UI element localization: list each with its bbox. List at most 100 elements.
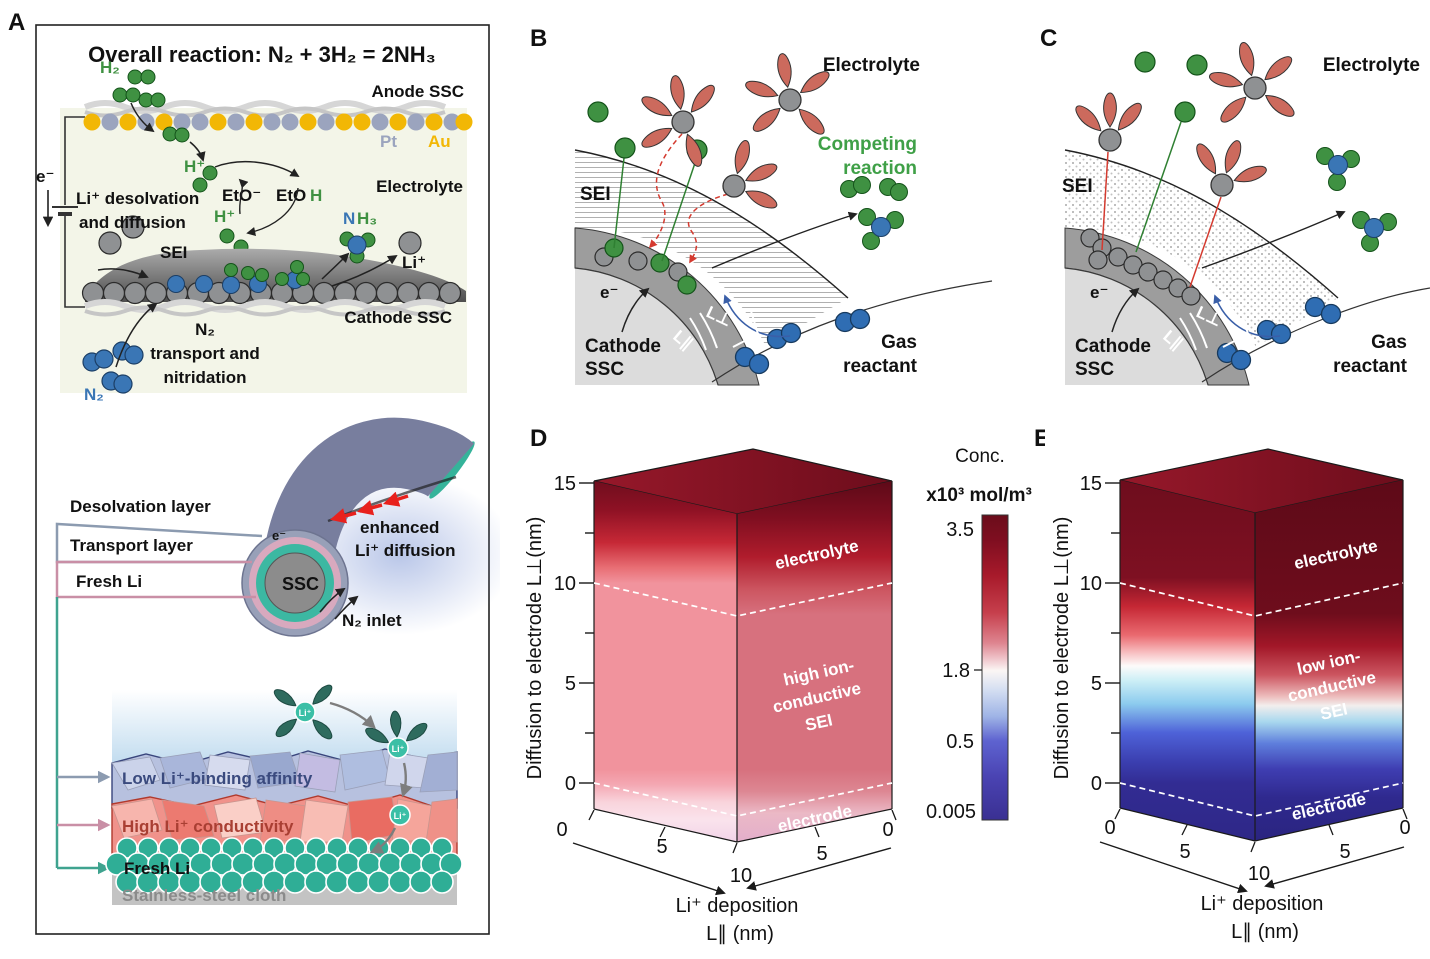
colorbar-label-05: 0.5 [946,731,974,753]
product-release-arrow-c [1201,210,1346,269]
d-x-axis-left [572,842,726,896]
desolvation-paths-b [648,133,729,264]
e-ytick-0: 0 [1091,773,1102,795]
panel-b-label: B [530,25,547,52]
colorbar: Conc. x10³ mol/m³ 3.5 1.8 0.5 0.005 E [926,425,1045,823]
h-plus-top-label: H⁺ [184,157,205,176]
gas-in-arrow-c [1213,294,1281,338]
electron-label: e⁻ [36,167,54,186]
cathode-ssc-label: Cathode SSC [344,308,452,327]
fresh-li-spheres [105,837,463,894]
e-y-axis-label: Diffusion to electrode L⊥(nm) [1051,517,1073,780]
sei-dotted-region [1065,150,1338,347]
anode-ssc-label: Anode SSC [371,82,464,101]
h-plus-ions-top [192,165,218,193]
panel-a-label: A [8,9,25,36]
cathode-ssc-label-c: SSC [1075,359,1114,380]
e-xtick-r5: 5 [1339,841,1350,863]
cathode-ssc-label-b: SSC [585,359,624,380]
h-atoms-on-sei [224,260,310,286]
li-ions-floating [98,215,145,255]
ring-species-b [594,238,697,295]
li-ion-released [398,231,422,255]
fresh-li-layer-label: Fresh Li [124,859,190,878]
d-ytick-10: 10 [554,573,576,595]
product-release-arrow-b [711,211,858,269]
etoh-cycle-arrows [214,160,300,236]
e-ytick-15: 15 [1080,473,1102,495]
cathode-label-b: Cathode [585,336,661,357]
colorbar-units: x10³ mol/m³ [926,485,1032,506]
competing-molecules-c [1134,51,1208,123]
li-plus-label-a: Li⁺ [402,253,426,272]
desolvation-layer-label: Desolvation layer [70,497,211,516]
panel-a: A Overall reaction: N₂ + 3H₂ = 2NH₃ e⁻ A… [8,9,500,935]
nh3-label-n: N [343,209,355,228]
disc-edge-c [1064,267,1209,386]
h-release-arrow [189,141,206,162]
h2-label: H₂ [100,58,120,77]
nh3-products-b [840,176,908,250]
d-right-face [737,481,892,842]
desolvation-text-2: and diffusion [79,213,186,232]
disc-edge [574,267,719,386]
e-xtick-r0: 0 [1399,817,1410,839]
panel-e: Diffusion to electrode L⊥(nm) 15 10 5 0 … [1051,448,1411,943]
solvated-ion-c3 [1192,138,1269,197]
li-ion-label-3: Li⁺ [394,811,407,821]
panel-e-label: E [1034,425,1045,452]
length-markers-b [689,310,760,351]
solvated-ion-b3 [722,138,780,213]
sei-outer-arc-c [1064,149,1339,299]
solvated-ion-c2 [1207,40,1298,127]
anode-cloth-mesh [83,100,447,118]
sei-label-a: SEI [160,243,187,262]
desolvation-text-1: Li⁺ desolvation [76,189,199,208]
fresh-li-callout-label: Fresh Li [76,572,142,591]
nh3-products-c [1316,147,1397,252]
d-x-axis-label-2: L∥ (nm) [706,923,774,945]
li-path-arrows [329,701,413,854]
nh3-label-h3: H₃ [357,209,377,228]
electron-arrow-b [621,287,650,333]
li-release-arrow [331,254,398,287]
e-right-face [1255,480,1403,841]
n2-uptake-arrow [115,302,158,368]
e-x-axis-right [1264,846,1405,889]
d-xtick-r0: 0 [882,819,893,841]
e-y-ticks [1105,482,1120,784]
au-label: Au [428,132,451,151]
circuit-wire [52,116,85,308]
h2-adsorb-arrow [130,102,155,133]
layer-callout-lines [55,522,263,875]
competing-label-1: Competing [818,134,917,155]
sei-label-c: SEI [1062,176,1093,197]
nh3-release-arrow [321,252,350,280]
e-x-axis-left [1099,841,1248,894]
n2-gas-c [1216,296,1342,371]
ssc-tube [262,417,475,575]
colorbar-label-0005: 0.005 [926,801,976,823]
n2-transport-1: N₂ [195,320,215,339]
e-x-axis-label-1: Li⁺ deposition [1201,893,1324,915]
gas-label-2-c: reactant [1333,356,1408,377]
e-x-tick-stubs [1114,808,1408,853]
n2-inlet-arrows [319,587,359,620]
colorbar-label-18: 1.8 [942,660,970,682]
overall-reaction-title: Overall reaction: N₂ + 3H₂ = 2NH₃ [88,42,436,67]
panel-c: C [1040,25,1430,386]
high-conductivity-label: High Li⁺ conductivity [122,817,294,836]
panel-d: D Diffusion to electrode L⊥(nm) 15 10 5 … [524,425,897,945]
solvated-ion-b1 [638,74,719,169]
cathode-ssc-disc-c [1065,268,1208,385]
ring-species-c [1080,228,1201,306]
d-x-tick-stubs [588,809,897,854]
d-xtick-l10: 10 [730,865,752,887]
gas-label-2-b: reactant [843,356,918,377]
etoh-label-base: EtO [276,186,306,205]
electron-label-c: e⁻ [1090,283,1108,302]
gas-label-1-b: Gas [881,332,917,353]
d-xtick-l5: 5 [656,836,667,858]
ssc-core [264,552,326,614]
transport-layer-label: Transport layer [70,536,193,555]
